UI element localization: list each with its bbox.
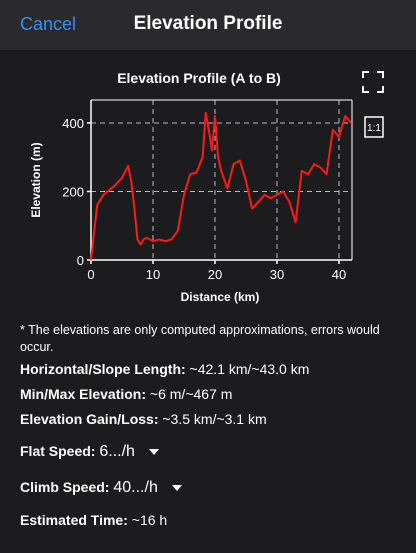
gain-row: Elevation Gain/Loss: ~3.5 km/~3.1 km	[20, 411, 267, 427]
chevron-down-icon[interactable]	[171, 485, 182, 492]
y-axis-label: Elevation (m)	[29, 142, 43, 217]
fullscreen-icon[interactable]	[362, 71, 384, 93]
time-row: Estimated Time: ~16 h	[20, 512, 167, 528]
minmax-label: Min/Max Elevation:	[20, 386, 147, 402]
x-tick-label: 20	[208, 267, 222, 282]
climb-speed-dropdown[interactable]: Climb Speed: 40.../h	[20, 479, 182, 497]
minmax-value: ~6 m/~467 m	[149, 386, 233, 402]
page-title: Elevation Profile	[133, 13, 283, 34]
cancel-button[interactable]: Cancel	[20, 14, 77, 34]
x-tick-label: 0	[87, 267, 94, 282]
chart-title: Elevation Profile (A to B)	[117, 70, 281, 86]
aspect-ratio-icon[interactable]: 1:1	[364, 116, 384, 138]
time-value: ~16 h	[131, 512, 168, 528]
chart-axes	[90, 99, 353, 261]
chevron-down-icon[interactable]	[148, 449, 159, 456]
elevation-line	[90, 111, 353, 261]
gain-label: Elevation Gain/Loss:	[20, 411, 159, 427]
flat-speed-label: Flat Speed:	[20, 443, 96, 459]
x-tick-label: 10	[146, 267, 160, 282]
x-tick-label: 40	[332, 267, 346, 282]
gain-value: ~3.5 km/~3.1 km	[162, 411, 267, 427]
disclaimer-note: * The elevations are only computed appro…	[20, 323, 380, 354]
y-tick-label: 0	[77, 253, 84, 268]
flat-speed-value[interactable]: 6.../h	[99, 443, 135, 460]
x-tick-label: 30	[270, 267, 284, 282]
elevation-chart: Elevation Profile (A to B) 0 10 20 30 400200…	[29, 70, 353, 304]
minmax-row: Min/Max Elevation: ~6 m/~467 m	[20, 386, 232, 402]
aspect-ratio-label: 1:1	[367, 123, 381, 134]
time-label: Estimated Time:	[20, 512, 128, 528]
x-axis-label: Distance (km)	[181, 290, 260, 304]
chart-grid	[91, 100, 352, 260]
nav-bar: Cancel Elevation Profile	[0, 0, 416, 50]
climb-speed-value[interactable]: 40.../h	[113, 479, 158, 496]
flat-speed-dropdown[interactable]: Flat Speed: 6.../h	[20, 443, 159, 461]
chart-series	[90, 111, 353, 261]
length-label: Horizontal/Slope Length:	[20, 361, 186, 377]
length-value: ~42.1 km/~43.0 km	[189, 361, 310, 377]
y-tick-label: 400	[62, 116, 84, 131]
y-tick-label: 200	[62, 184, 84, 199]
climb-speed-label: Climb Speed:	[20, 479, 110, 495]
length-row: Horizontal/Slope Length: ~42.1 km/~43.0 …	[20, 361, 309, 377]
